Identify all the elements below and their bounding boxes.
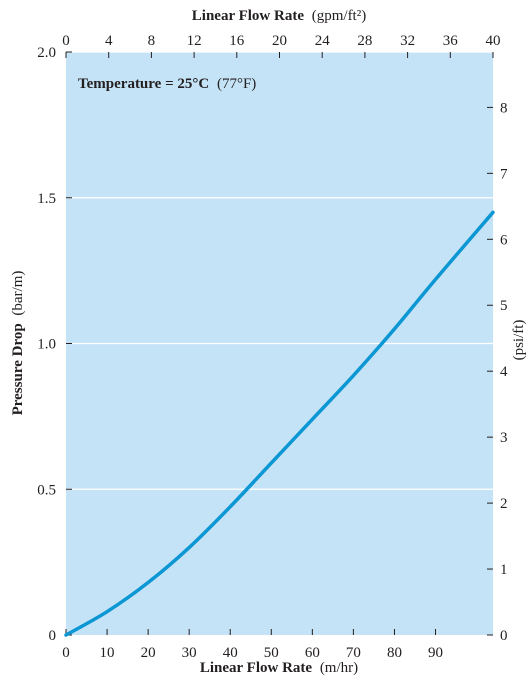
x-top-axis-title-bold: Linear Flow Rate <box>192 8 305 24</box>
y-left-tick-label: 0 <box>49 628 57 644</box>
annotation-bold: Temperature = 25°C <box>78 76 209 92</box>
x-bottom-tick-label: 80 <box>387 645 402 661</box>
x-bottom-tick-label: 20 <box>141 645 156 661</box>
x-top-tick-label: 28 <box>357 33 372 49</box>
x-top-tick-label: 8 <box>148 33 156 49</box>
y-left-tick-label: 2.0 <box>37 45 56 61</box>
tick-labels: 0 10 20 30 40 50 60 70 80 900 4 8 12 16 20 24 28 32 36 4000… <box>37 33 508 661</box>
series-line <box>64 210 495 637</box>
x-bottom-axis-title: Linear Flow Rate (m/hr) <box>200 660 358 676</box>
y-left-axis-title-unit: (bar/m) <box>10 271 26 316</box>
y-right-tick-label: 1 <box>500 562 508 578</box>
y-right-tick-label: 5 <box>500 298 508 314</box>
x-top-tick-label: 32 <box>400 33 415 49</box>
tick-marks <box>65 51 494 636</box>
x-bottom-axis-title-bold: Linear Flow Rate <box>200 660 313 676</box>
y-right-tick-label: 7 <box>500 166 508 182</box>
x-top-tick-label: 16 <box>229 33 245 49</box>
x-top-tick-label: 0 <box>62 33 70 49</box>
x-bottom-tick-label: 50 <box>264 645 279 661</box>
x-top-axis-title-unit: (gpm/ft²) <box>312 8 367 24</box>
y-right-tick-label: 4 <box>500 364 508 380</box>
x-top-tick-label: 40 <box>486 33 501 49</box>
x-bottom-tick-label: 0 <box>62 645 70 661</box>
y-right-tick-label: 8 <box>500 100 508 116</box>
y-left-tick-label: 0.5 <box>37 482 56 498</box>
x-top-tick-label: 36 <box>443 33 459 49</box>
y-right-tick-label: 0 <box>500 628 508 644</box>
x-bottom-tick-label: 60 <box>305 645 320 661</box>
y-right-tick-label: 2 <box>500 496 508 512</box>
y-right-tick-label: 6 <box>500 232 508 248</box>
x-top-tick-label: 20 <box>272 33 287 49</box>
x-bottom-tick-label: 70 <box>346 645 361 661</box>
x-top-tick-label: 24 <box>315 33 331 49</box>
y-left-tick-label: 1.5 <box>37 191 56 207</box>
x-top-axis-title: Linear Flow Rate (gpm/ft²) <box>192 8 366 24</box>
x-top-tick-label: 4 <box>105 33 113 49</box>
y-left-axis-title-bold: Pressure Drop <box>10 323 26 415</box>
x-bottom-tick-label: 40 <box>223 645 238 661</box>
annotation-normal: (77°F) <box>217 76 256 92</box>
y-left-tick-label: 1.0 <box>37 337 56 353</box>
y-right-tick-label: 3 <box>500 430 508 446</box>
x-bottom-tick-label: 10 <box>100 645 115 661</box>
y-left-axis-title: Pressure Drop (bar/m) <box>10 271 26 416</box>
y-right-axis-title: (psi/ft) <box>511 320 527 361</box>
x-bottom-tick-label: 90 <box>428 645 443 661</box>
x-bottom-tick-label: 30 <box>182 645 197 661</box>
x-top-tick-label: 12 <box>187 33 202 49</box>
x-bottom-axis-title-unit: (m/hr) <box>320 660 358 676</box>
temperature-annotation: Temperature = 25°C (77°F) <box>78 76 256 92</box>
